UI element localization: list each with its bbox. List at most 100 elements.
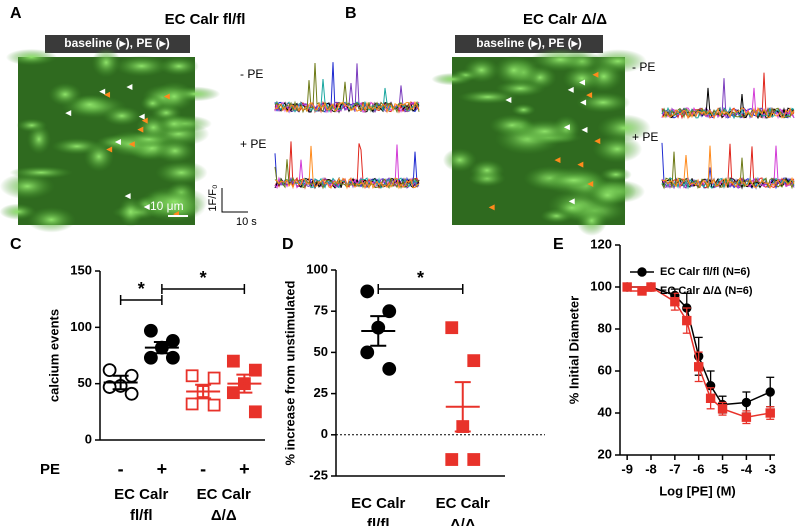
cell	[562, 65, 602, 92]
legend: baseline (▸), PE (▸)	[476, 36, 581, 50]
arrow	[137, 126, 144, 133]
condition-label: + PE	[632, 130, 658, 144]
calcium-trace	[661, 107, 795, 119]
data-point	[360, 284, 375, 299]
y-axis-label: calcium events	[46, 309, 61, 402]
y-tick-label: 100	[306, 261, 328, 276]
data-point	[705, 393, 716, 403]
cell	[469, 159, 505, 181]
arrow	[554, 157, 561, 164]
arrow	[65, 110, 72, 117]
significance-label: *	[417, 268, 424, 288]
panel-title: EC Calr fl/fl	[165, 11, 246, 28]
arrow	[594, 138, 601, 145]
cell	[26, 124, 52, 155]
row-label: PE	[40, 461, 60, 478]
y-tick-label: 75	[314, 303, 328, 318]
data-point	[445, 453, 459, 466]
x-tick-label: -7	[669, 461, 681, 476]
data-point	[124, 386, 139, 401]
data-point	[717, 404, 728, 414]
cell	[83, 141, 114, 172]
cell	[513, 119, 576, 144]
group-label: EC Calr	[114, 486, 168, 503]
data-point	[382, 304, 397, 319]
cell	[463, 57, 500, 83]
y-tick-label: 40	[598, 404, 612, 419]
cell	[140, 186, 209, 218]
y-tick-label: -25	[309, 467, 328, 482]
data-point	[693, 362, 704, 372]
data-point	[670, 296, 680, 307]
y-axis-label: % increase from unstimulated	[282, 280, 297, 465]
cell	[556, 199, 588, 216]
arrow	[563, 124, 570, 131]
arrow	[114, 138, 121, 145]
cell	[511, 103, 536, 116]
cell	[155, 138, 195, 164]
cell	[91, 47, 121, 78]
arrow	[568, 198, 575, 205]
y-axis-label: % Initial Diameter	[566, 296, 581, 404]
cell	[576, 92, 631, 113]
significance-label: *	[200, 268, 207, 288]
data-point	[765, 408, 775, 418]
data-point	[207, 371, 221, 385]
cell	[118, 196, 144, 227]
data-point	[248, 405, 262, 419]
panel-letter: D	[282, 236, 294, 253]
data-point	[646, 282, 656, 292]
y-scale-label: 1F/F₀	[207, 184, 219, 211]
arrow	[587, 181, 594, 188]
cell	[530, 47, 591, 72]
arrow	[143, 203, 150, 210]
data-point	[467, 354, 481, 368]
data-point	[185, 397, 199, 411]
cell	[548, 173, 599, 188]
arrow	[124, 193, 131, 200]
cell	[0, 203, 37, 220]
group-label: EC Calr	[197, 486, 251, 503]
data-point	[248, 363, 262, 377]
micrograph	[0, 47, 221, 233]
arrow	[580, 99, 587, 106]
data-point	[467, 453, 481, 466]
data-point	[165, 333, 180, 348]
cell	[431, 72, 473, 86]
data-point	[682, 315, 692, 326]
arrow	[579, 79, 586, 86]
arrow	[581, 126, 588, 133]
group-label: fl/fl	[130, 507, 153, 524]
data-point	[741, 412, 752, 422]
arrow	[99, 88, 106, 95]
data-point	[765, 387, 775, 397]
x-tick-label: -	[118, 459, 124, 479]
legend: baseline (▸), PE (▸)	[64, 36, 169, 50]
cell	[26, 206, 76, 233]
data-point	[360, 345, 375, 360]
y-tick-label: 0	[321, 426, 328, 441]
y-tick-label: 120	[590, 236, 612, 251]
data-point	[143, 323, 158, 338]
x-axis-label: Log [PE] (M)	[659, 483, 736, 498]
cell	[494, 55, 534, 86]
y-tick-label: 0	[85, 431, 92, 446]
cell	[592, 135, 643, 163]
data-point	[637, 286, 647, 296]
calcium-trace	[274, 100, 420, 114]
cell	[114, 55, 169, 77]
legend-label: EC Calr fl/fl (N=6)	[660, 266, 750, 278]
x-tick-label: Δ/Δ	[450, 516, 476, 526]
cell	[495, 80, 546, 97]
cell	[600, 167, 632, 182]
x-tick-label: -9	[621, 461, 633, 476]
cell	[48, 82, 82, 107]
arrow	[505, 97, 512, 104]
y-tick-label: 100	[590, 278, 612, 293]
arrow	[577, 161, 584, 168]
x-tick-label: -6	[693, 461, 705, 476]
arrow	[586, 92, 593, 99]
y-tick-label: 50	[78, 375, 92, 390]
y-tick-label: 25	[314, 385, 328, 400]
